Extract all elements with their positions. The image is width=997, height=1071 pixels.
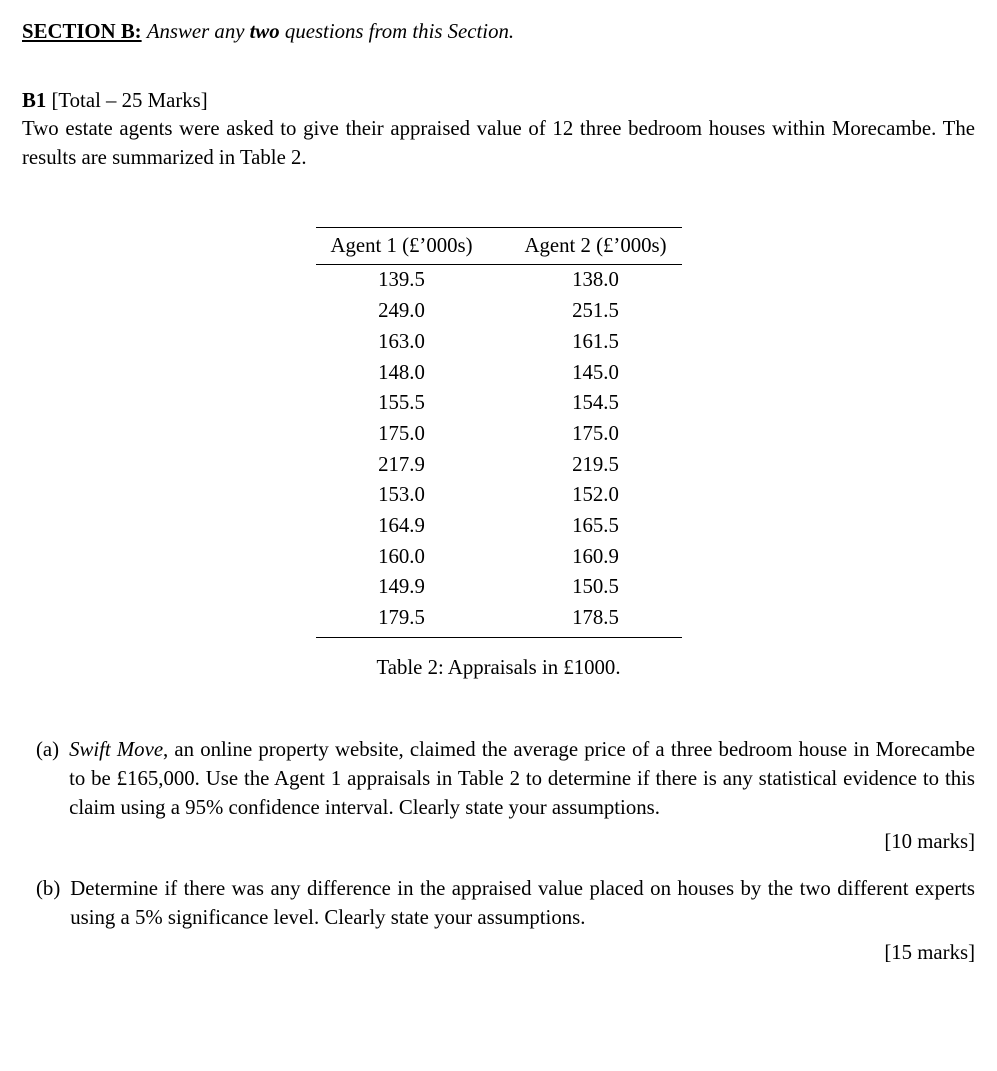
table-cell: 155.5 bbox=[316, 388, 510, 419]
table-cell: 160.9 bbox=[510, 542, 682, 573]
table-cell: 164.9 bbox=[316, 511, 510, 542]
table-row: 139.5138.0 bbox=[316, 265, 682, 296]
appraisals-table: Agent 1 (£’000s) Agent 2 (£’000s) 139.51… bbox=[316, 227, 682, 638]
table-cell: 161.5 bbox=[510, 327, 682, 358]
table-col-header: Agent 2 (£’000s) bbox=[510, 227, 682, 265]
subquestion-label: (a) bbox=[36, 736, 59, 822]
table-cell: 178.5 bbox=[510, 603, 682, 637]
table-row: 163.0161.5 bbox=[316, 327, 682, 358]
table-col-header: Agent 1 (£’000s) bbox=[316, 227, 510, 265]
table-row: 160.0160.9 bbox=[316, 542, 682, 573]
subquestion-label: (b) bbox=[36, 875, 60, 932]
subquestion-a-italic-lead: Swift Move bbox=[69, 738, 163, 761]
question-total-marks: [Total – 25 Marks] bbox=[51, 89, 207, 112]
section-instruction: Answer any two questions from this Secti… bbox=[147, 20, 514, 43]
table-cell: 148.0 bbox=[316, 358, 510, 389]
table-cell: 249.0 bbox=[316, 296, 510, 327]
table-cell: 149.9 bbox=[316, 572, 510, 603]
table-row: 153.0152.0 bbox=[316, 480, 682, 511]
table-row: 149.9150.5 bbox=[316, 572, 682, 603]
table-cell: 179.5 bbox=[316, 603, 510, 637]
table-cell: 160.0 bbox=[316, 542, 510, 573]
section-instruction-suffix: questions from this Section. bbox=[280, 20, 514, 43]
table-row: 148.0145.0 bbox=[316, 358, 682, 389]
subquestion-b-marks: [15 marks] bbox=[22, 939, 975, 968]
table-caption: Table 2: Appraisals in £1000. bbox=[22, 654, 975, 683]
table-cell: 175.0 bbox=[316, 419, 510, 450]
section-instruction-prefix: Answer any bbox=[147, 20, 250, 43]
table-row: 175.0175.0 bbox=[316, 419, 682, 450]
subquestion-a-marks: [10 marks] bbox=[22, 828, 975, 857]
question-id: B1 bbox=[22, 89, 46, 112]
section-heading: SECTION B: Answer any two questions from… bbox=[22, 18, 975, 47]
table-row: 155.5154.5 bbox=[316, 388, 682, 419]
subquestion-a-body: , an online property website, claimed th… bbox=[69, 738, 975, 818]
table-cell: 153.0 bbox=[316, 480, 510, 511]
subquestion-b: (b) Determine if there was any differenc… bbox=[36, 875, 975, 932]
table-row: 164.9165.5 bbox=[316, 511, 682, 542]
table-row: 249.0251.5 bbox=[316, 296, 682, 327]
subquestion-text: Determine if there was any difference in… bbox=[70, 875, 975, 932]
table-cell: 139.5 bbox=[316, 265, 510, 296]
table-cell: 152.0 bbox=[510, 480, 682, 511]
table-cell: 154.5 bbox=[510, 388, 682, 419]
table-cell: 145.0 bbox=[510, 358, 682, 389]
table-cell: 165.5 bbox=[510, 511, 682, 542]
table-cell: 217.9 bbox=[316, 450, 510, 481]
table-cell: 251.5 bbox=[510, 296, 682, 327]
table-header-row: Agent 1 (£’000s) Agent 2 (£’000s) bbox=[316, 227, 682, 265]
question-header-line: B1 [Total – 25 Marks] bbox=[22, 87, 975, 116]
subquestion-text: Swift Move, an online property website, … bbox=[69, 736, 975, 822]
subquestion-a: (a) Swift Move, an online property websi… bbox=[36, 736, 975, 822]
table-cell: 219.5 bbox=[510, 450, 682, 481]
table-cell: 163.0 bbox=[316, 327, 510, 358]
table-cell: 175.0 bbox=[510, 419, 682, 450]
table-row: 217.9219.5 bbox=[316, 450, 682, 481]
exam-page: SECTION B: Answer any two questions from… bbox=[0, 0, 997, 1071]
table-body: 139.5138.0 249.0251.5 163.0161.5 148.014… bbox=[316, 265, 682, 637]
table-cell: 138.0 bbox=[510, 265, 682, 296]
table-row: 179.5178.5 bbox=[316, 603, 682, 637]
section-instruction-bold: two bbox=[250, 20, 280, 43]
section-label: SECTION B: bbox=[22, 20, 142, 43]
question-intro: Two estate agents were asked to give the… bbox=[22, 115, 975, 172]
table-cell: 150.5 bbox=[510, 572, 682, 603]
